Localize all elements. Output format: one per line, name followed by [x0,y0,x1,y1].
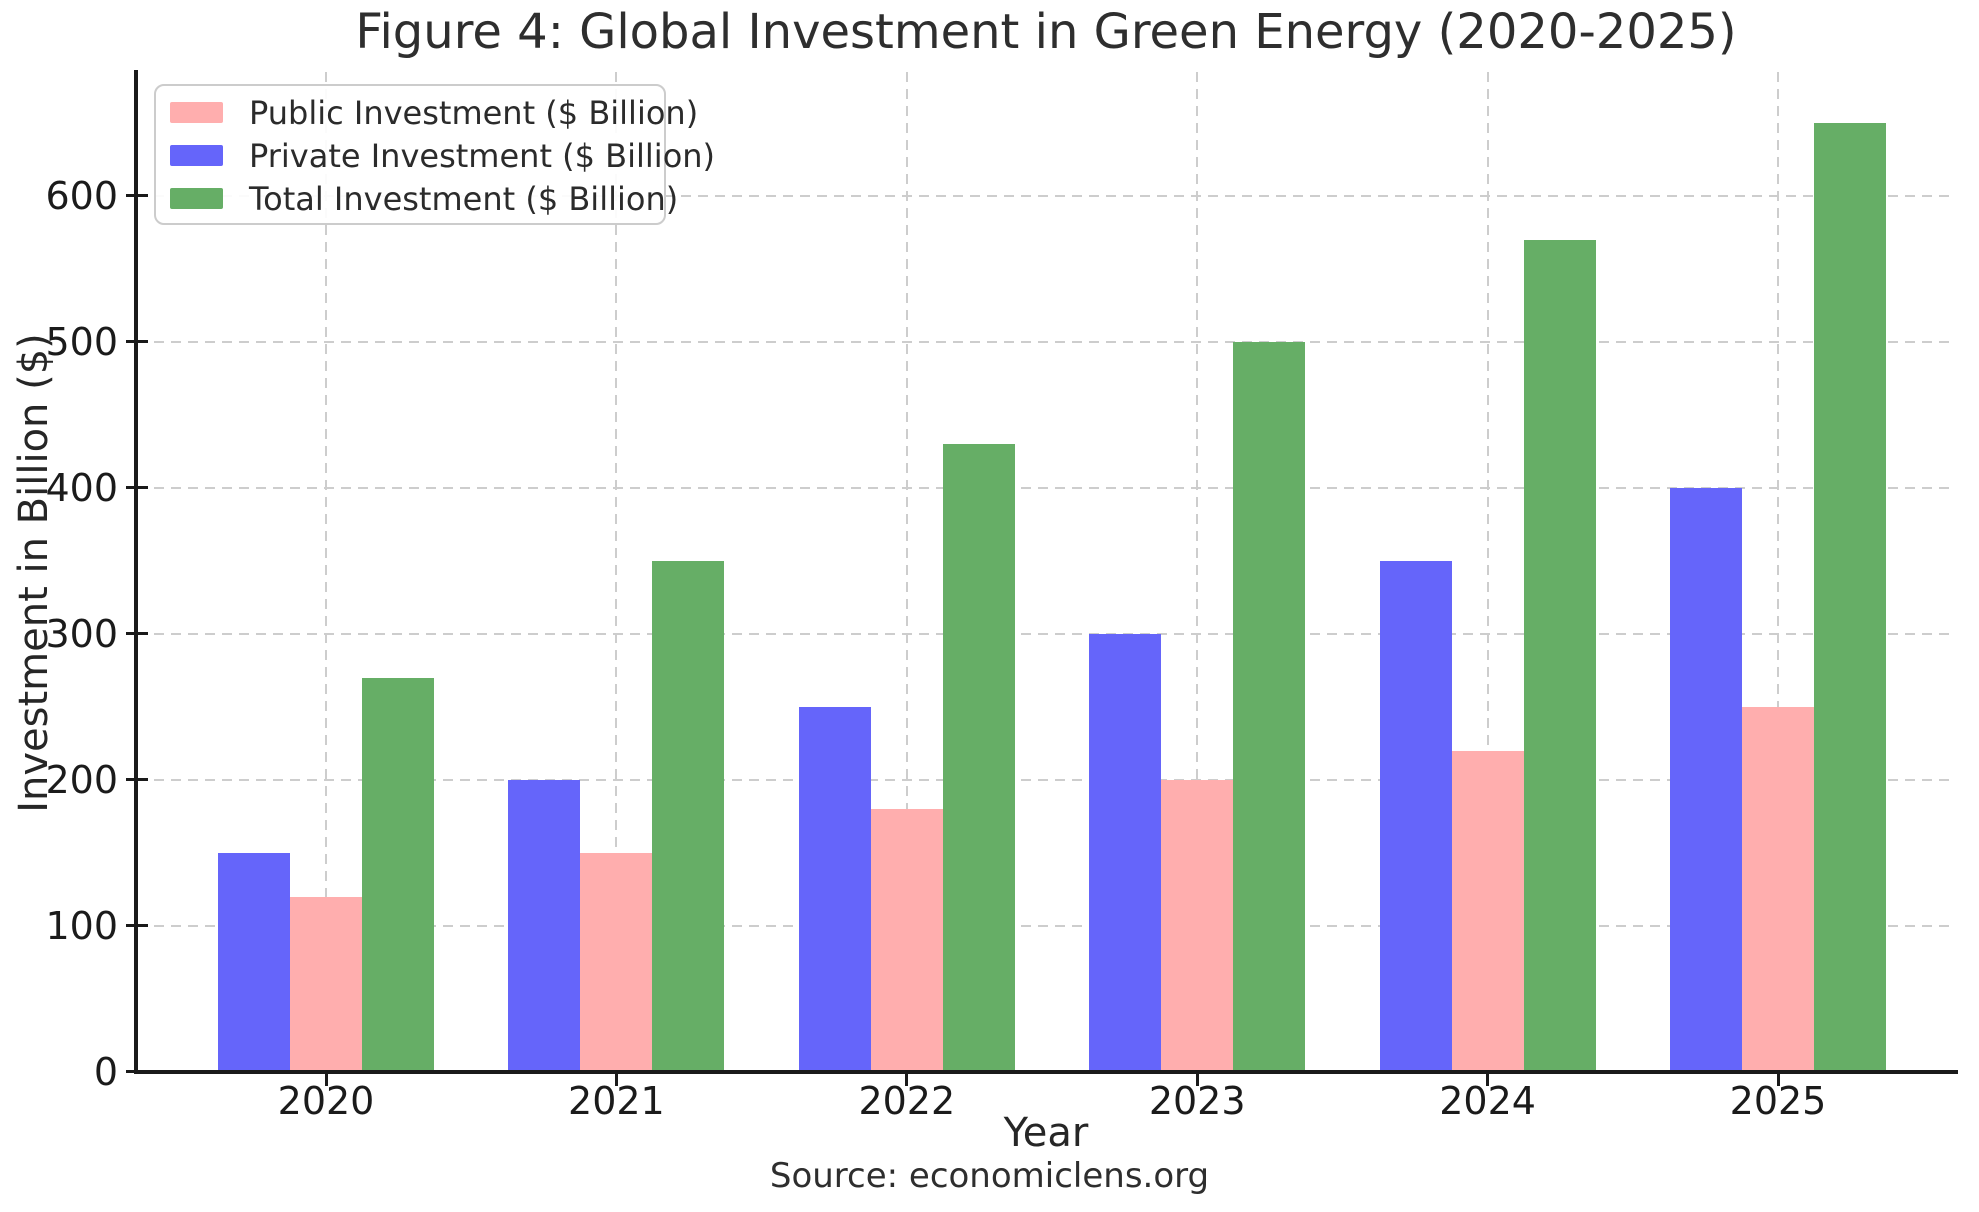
bar-public-2020 [290,896,362,1072]
x-tick-label: 2022 [858,1079,956,1123]
y-tick-label: 0 [93,1050,118,1094]
x-tick [324,1074,328,1086]
bar-private-2023 [1089,634,1162,1072]
gridline-v [1486,72,1489,1072]
legend-swatch-total [170,188,223,209]
bar-public-2024 [1451,750,1524,1072]
x-tick-label: 2021 [568,1079,665,1123]
legend-item: Total Investment ($ Billion) [170,177,678,220]
legend-label: Public Investment ($ Billion) [249,93,699,132]
x-tick [614,1074,618,1086]
bar-private-2024 [1379,561,1452,1072]
x-tick [1776,1074,1780,1086]
y-tick-label: 100 [45,904,118,948]
y-tick-label: 300 [45,612,118,657]
x-axis-label: Year [1003,1110,1089,1156]
bar-public-2021 [580,853,653,1072]
gridline-h [137,341,1955,344]
gridline-v [1777,72,1779,1072]
x-tick-label: 2025 [1729,1079,1827,1123]
bar-public-2022 [870,809,943,1072]
source-caption: Source: economiclens.org [769,1156,1210,1196]
bar-public-2023 [1161,780,1234,1072]
x-tick-label: 2020 [277,1079,375,1123]
y-tick [126,194,148,198]
y-tick-label: 200 [45,758,118,803]
y-tick [126,632,148,636]
y-axis-spine [134,70,138,1074]
legend-label: Private Investment ($ Billion) [249,136,716,175]
bar-private-2022 [798,707,871,1072]
y-tick [126,340,148,344]
gridline-h [137,195,1955,198]
gridline-h [137,925,1955,927]
chart-title: Figure 4: Global Investment in Green Ene… [355,4,1737,60]
gridline-h [137,779,1955,782]
legend-label: Total Investment ($ Billion) [249,179,679,218]
bar-private-2020 [218,853,290,1072]
y-tick [126,486,148,490]
bar-total-2020 [362,677,434,1072]
bar-total-2022 [942,444,1015,1072]
bar-private-2025 [1670,488,1742,1072]
bar-private-2021 [508,780,581,1072]
x-axis-spine [134,1070,1958,1074]
x-tick [1195,1074,1199,1086]
y-tick-label: 500 [45,320,118,365]
y-tick [126,924,148,927]
x-tick [1486,1074,1490,1086]
y-tick-label: 400 [45,466,118,511]
legend: Public Investment ($ Billion) Private In… [154,84,715,225]
bar-total-2021 [652,561,725,1072]
gridline-h [137,487,1955,490]
gridline-h [137,633,1955,636]
y-tick [126,778,148,782]
bar-public-2025 [1742,707,1814,1072]
bar-total-2023 [1233,342,1306,1072]
gridline-v [1196,72,1199,1072]
x-tick [905,1074,909,1086]
gridline-v [325,72,327,1072]
gridline-v [615,72,618,1072]
x-tick-label: 2023 [1148,1079,1246,1123]
bar-total-2024 [1523,239,1596,1072]
y-tick [126,1070,148,1073]
legend-item: Private Investment ($ Billion) [170,134,715,177]
x-tick-label: 2024 [1439,1079,1536,1123]
bar-total-2025 [1814,123,1886,1072]
plot-area [137,72,1955,1072]
legend-swatch-public [170,102,223,123]
legend-item: Public Investment ($ Billion) [170,91,698,134]
gridline-v [905,72,908,1072]
legend-swatch-private [170,145,223,166]
y-tick-label: 600 [45,174,118,219]
